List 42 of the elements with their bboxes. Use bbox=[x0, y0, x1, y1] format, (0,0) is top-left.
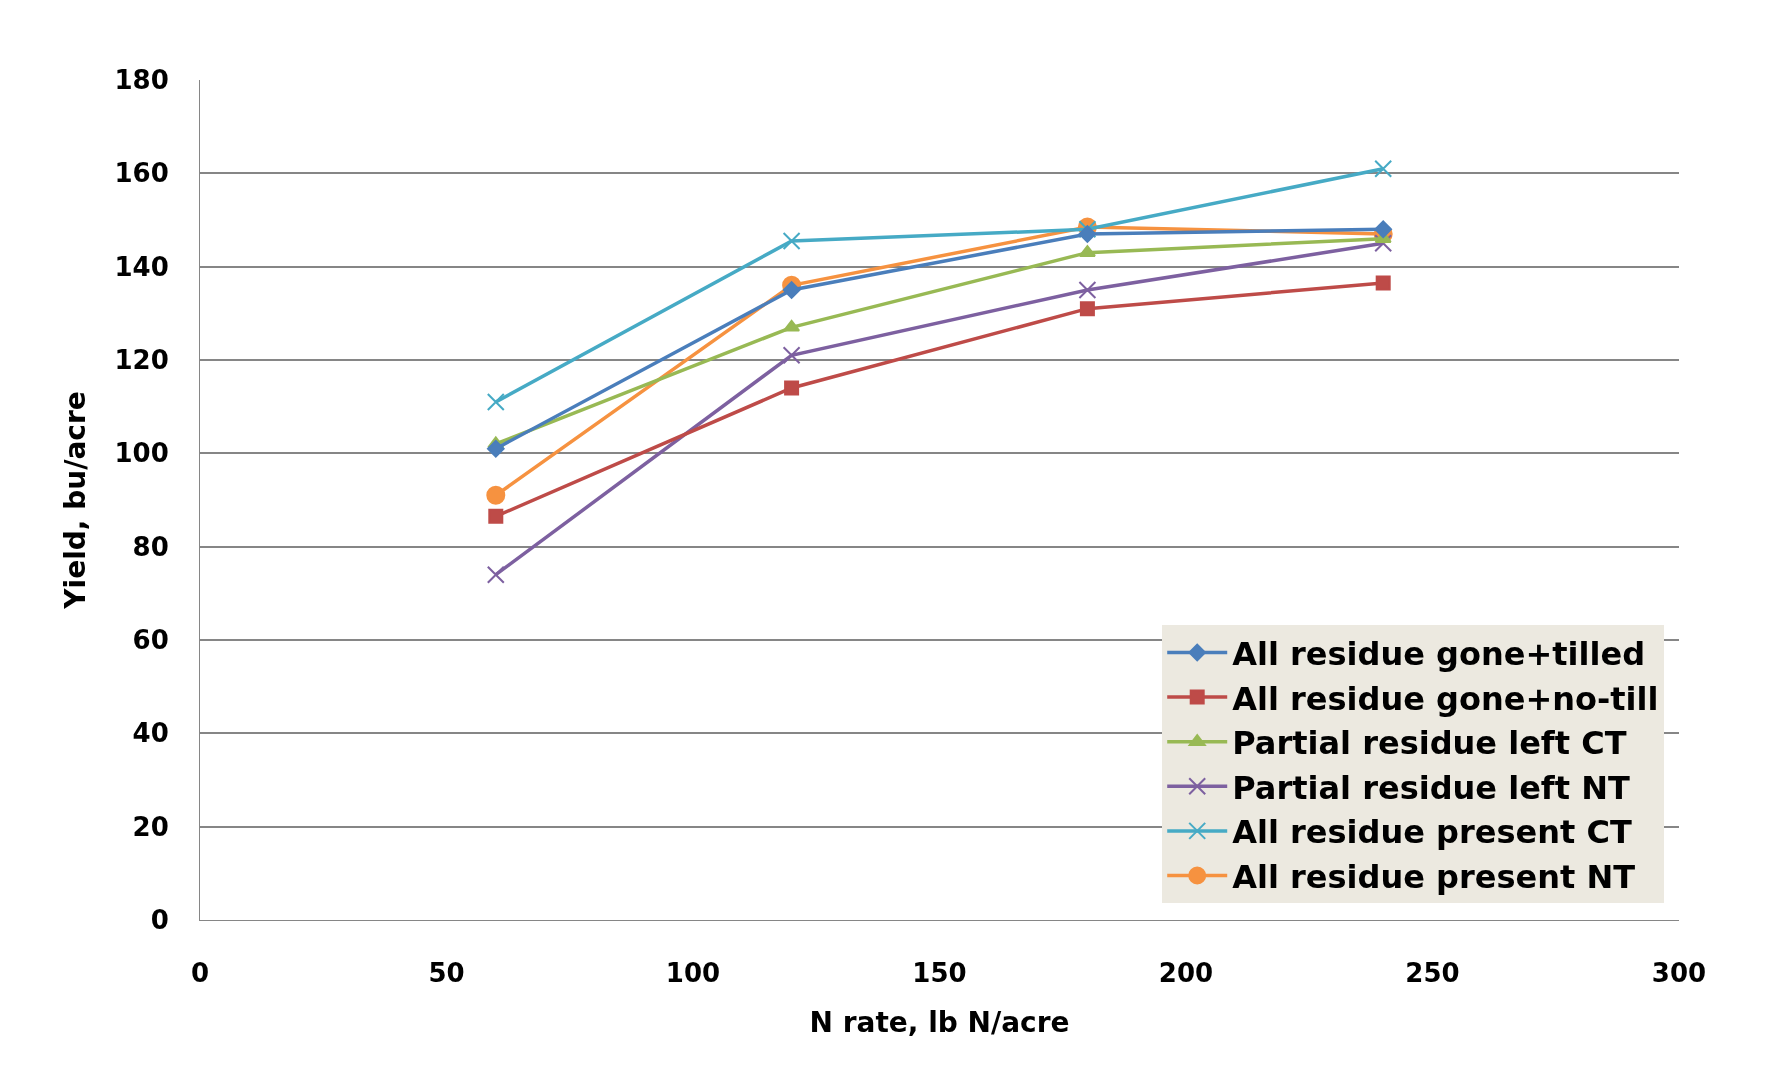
x-tick-label: 150 bbox=[912, 958, 967, 989]
legend-label: All residue gone+tilled bbox=[1232, 634, 1646, 673]
legend-label: All residue gone+no-till bbox=[1232, 679, 1659, 718]
x-axis-title: N rate, lb N/acre bbox=[809, 1006, 1070, 1040]
x-tick-label: 300 bbox=[1651, 958, 1707, 989]
point bbox=[486, 393, 505, 411]
legend-label: Partial residue left CT bbox=[1232, 724, 1627, 763]
point bbox=[1079, 301, 1095, 317]
y-tick-label: 0 bbox=[150, 905, 169, 936]
point bbox=[1374, 234, 1393, 253]
point bbox=[486, 485, 506, 505]
y-tick-label: 60 bbox=[132, 625, 169, 656]
y-tick-label: 40 bbox=[132, 718, 169, 749]
x-tick-label: 50 bbox=[428, 958, 465, 989]
x-tick-label: 0 bbox=[190, 958, 210, 989]
legend-label: Partial residue left NT bbox=[1232, 768, 1630, 807]
point bbox=[1078, 281, 1097, 299]
point bbox=[782, 232, 801, 250]
y-axis-title: Yield, bu/acre bbox=[59, 391, 93, 610]
x-tick-label: 100 bbox=[665, 958, 721, 989]
y-tick-label: 180 bbox=[114, 65, 169, 96]
x-tick-label: 200 bbox=[1158, 958, 1214, 989]
point bbox=[782, 346, 801, 365]
point bbox=[1078, 225, 1097, 243]
point bbox=[782, 281, 801, 299]
point bbox=[487, 439, 505, 458]
y-tick-label: 120 bbox=[114, 345, 169, 376]
point bbox=[1375, 275, 1391, 291]
y-tick-label: 100 bbox=[114, 438, 169, 469]
y-tick-label: 80 bbox=[132, 531, 169, 562]
point bbox=[486, 565, 505, 584]
y-tick-label: 140 bbox=[114, 251, 169, 282]
x-tick-label: 250 bbox=[1405, 958, 1460, 989]
point bbox=[783, 319, 801, 332]
point bbox=[1374, 159, 1393, 178]
point bbox=[1374, 220, 1392, 239]
y-tick-label: 20 bbox=[132, 811, 169, 842]
point bbox=[488, 508, 504, 524]
legend-label: All residue present NT bbox=[1232, 857, 1636, 896]
point bbox=[784, 380, 800, 396]
y-tick-label: 160 bbox=[114, 158, 169, 189]
legend-label: All residue present CT bbox=[1232, 813, 1632, 852]
